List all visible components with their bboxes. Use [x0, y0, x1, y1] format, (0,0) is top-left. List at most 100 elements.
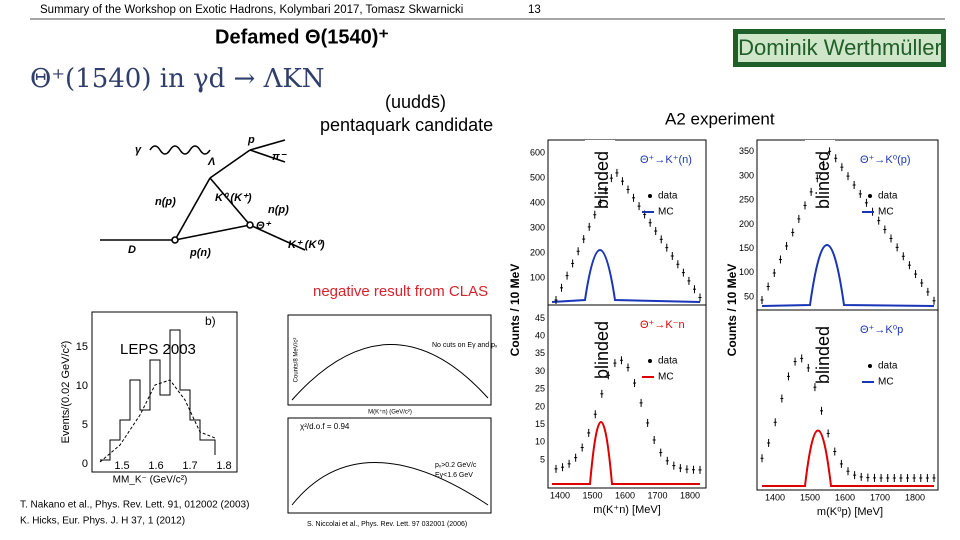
proton-line: [209, 149, 251, 179]
kaon-line: [174, 177, 211, 241]
panel-label: Θ⁺→K⁰(p): [860, 154, 911, 166]
leps-xtick: 1.7: [182, 460, 197, 472]
reference: S. Niccolai et al., Phys. Rev. Lett. 97 …: [307, 521, 467, 528]
a2-xlabel: m(K⁺n) [MeV]: [593, 504, 661, 516]
y-tick-label: 10: [535, 437, 545, 447]
y-tick-label: 40: [535, 330, 545, 340]
legend-marker: [868, 364, 872, 368]
clas-note: negative result from CLAS: [313, 283, 488, 300]
a2-frame: [547, 304, 707, 489]
a2-title: A2 experiment: [665, 109, 775, 128]
a2-frame: [756, 139, 939, 311]
leps-ytick: 10: [76, 380, 88, 392]
leps-ytick: 15: [76, 341, 88, 353]
leps-background: [99, 379, 216, 463]
y-tick-label: 5: [540, 454, 545, 464]
diagram-label: K⁰ (K⁺): [215, 192, 252, 204]
panel-label: Θ⁺→K⁺(n): [640, 154, 692, 166]
x-tick-label: 1400: [765, 492, 785, 502]
y-tick-label: 300: [739, 170, 754, 180]
n-line: [209, 177, 251, 226]
x-tick-label: 1700: [647, 490, 667, 500]
reference: T. Nakano et al., Phys. Rev. Lett. 91, 0…: [20, 500, 249, 511]
legend-data: data: [658, 191, 678, 202]
y-tick-label: 100: [530, 272, 545, 282]
clas-bottom-frame: [287, 417, 492, 514]
a2-ylabel: Counts / 10 MeV: [725, 264, 739, 357]
y-tick-label: 30: [535, 366, 545, 376]
leps-ytick: 5: [82, 419, 88, 431]
blinded-label: blinded: [813, 151, 833, 209]
clas-cut: pₓ>0.2 GeV/c: [435, 462, 477, 469]
x-tick-label: 1800: [680, 490, 700, 500]
leps-title: LEPS 2003: [120, 341, 196, 358]
author-name: Dominik Werthmüller: [738, 35, 942, 60]
x-tick-label: 1600: [615, 490, 635, 500]
mc-curve: [761, 244, 935, 307]
y-tick-label: 20: [535, 401, 545, 411]
legend-marker: [648, 194, 652, 198]
clas-ylabel: Counts/8 MeV/c²: [294, 338, 300, 383]
legend-marker: [868, 194, 872, 198]
y-tick-label: 250: [739, 195, 754, 205]
diagram-label: Λ: [207, 156, 215, 168]
slide-title: Defamed Θ(1540)⁺: [215, 26, 389, 48]
y-tick-label: 100: [739, 267, 754, 277]
clas-cut: Eγ<1.6 GeV: [435, 472, 473, 479]
leps-ytick: 0: [82, 458, 88, 470]
reaction: Θ⁺(1540) in γd → ΛKN: [30, 64, 325, 94]
leps-frame: [91, 311, 238, 473]
diagram-label: n(p): [268, 204, 289, 216]
x-tick-label: 1700: [870, 492, 890, 502]
leps-panel: b): [205, 314, 216, 328]
pn-line: [174, 224, 251, 241]
y-tick-label: 150: [739, 243, 754, 253]
y-tick-label: 35: [535, 348, 545, 358]
leps-xlabel: MM_K⁻ (GeV/c²): [113, 475, 188, 486]
blinded-label: blinded: [813, 326, 833, 384]
leps-xtick: 1.6: [148, 460, 163, 472]
diagram-label: n(p): [155, 196, 176, 208]
panel-label: Θ⁺→K⁻n: [640, 319, 685, 331]
feynman-diagram: [100, 139, 306, 251]
y-tick-label: 50: [744, 291, 754, 301]
blinded-label: blinded: [592, 321, 612, 379]
legend-data: data: [878, 191, 898, 202]
y-tick-label: 200: [739, 219, 754, 229]
y-tick-label: 45: [535, 313, 545, 323]
x-tick-label: 1800: [905, 492, 925, 502]
x-tick-label: 1500: [582, 490, 602, 500]
mc-curve: [762, 429, 934, 487]
y-tick-label: 15: [535, 419, 545, 429]
a2-xlabel: m(K⁰p) [MeV]: [817, 506, 883, 518]
y-tick-label: 500: [530, 172, 545, 182]
x-tick-label: 1400: [550, 490, 570, 500]
candidate: pentaquark candidate: [320, 115, 493, 135]
diagram-label: K⁺ (K⁰): [288, 239, 325, 251]
diagram-label: Θ⁺: [256, 220, 272, 232]
p-out: [249, 139, 286, 151]
clas-top-frame: [287, 314, 492, 406]
clas-bottom-curve: [291, 462, 489, 506]
diagram-label: p(n): [189, 247, 211, 259]
vertex: [171, 236, 179, 244]
y-tick-label: 200: [530, 247, 545, 257]
clas-top-curve: [291, 344, 489, 401]
legend-mc: MC: [658, 207, 674, 218]
blinded-label: blinded: [592, 151, 612, 209]
legend-mc: MC: [878, 207, 894, 218]
leps-histogram: [100, 329, 216, 461]
legend-data: data: [658, 356, 678, 367]
y-tick-label: 300: [530, 222, 545, 232]
page-number: 13: [528, 4, 541, 16]
y-tick-label: 350: [739, 146, 754, 156]
diagram-label: p: [247, 134, 255, 146]
reference: K. Hicks, Eur. Phys. J. H 37, 1 (2012): [20, 516, 185, 527]
legend-marker: [648, 359, 652, 363]
blind-mask: [805, 315, 835, 400]
y-tick-label: 25: [535, 384, 545, 394]
x-tick-label: 1500: [800, 492, 820, 502]
y-tick-label: 400: [530, 197, 545, 207]
